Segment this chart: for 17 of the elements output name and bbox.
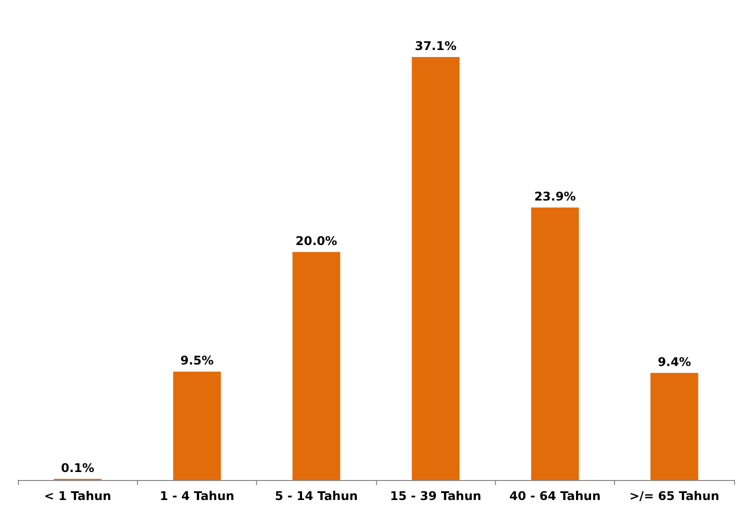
bar	[292, 252, 340, 480]
x-tick-label: < 1 Tahun	[44, 489, 112, 503]
data-label: 0.1%	[61, 460, 94, 475]
data-label: 23.9%	[534, 190, 576, 204]
bar	[650, 372, 698, 480]
data-label: 20.0%	[296, 234, 338, 248]
x-tick-label: 15 - 39 Tahun	[390, 489, 482, 503]
x-tick-label: 40 - 64 Tahun	[509, 489, 601, 503]
data-label: 9.4%	[658, 354, 691, 369]
data-label: 37.1%	[414, 39, 456, 53]
bar	[531, 208, 579, 480]
bar	[412, 57, 460, 480]
x-tick-label: >/= 65 Tahun	[629, 489, 720, 503]
x-tick-label: 5 - 14 Tahun	[274, 489, 358, 503]
data-label: 9.5%	[180, 354, 214, 368]
bar	[173, 372, 221, 480]
x-tick-label: 1 - 4 Tahun	[160, 489, 234, 503]
